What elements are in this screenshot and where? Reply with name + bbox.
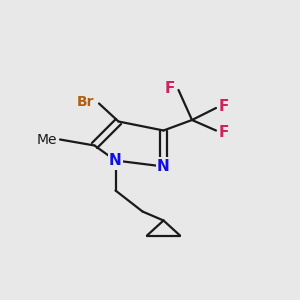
- Text: F: F: [219, 99, 230, 114]
- Text: Me: Me: [37, 133, 57, 146]
- Text: F: F: [165, 81, 175, 96]
- Text: N: N: [157, 159, 170, 174]
- Text: Br: Br: [77, 95, 94, 109]
- Text: N: N: [109, 153, 122, 168]
- Text: F: F: [219, 124, 230, 140]
